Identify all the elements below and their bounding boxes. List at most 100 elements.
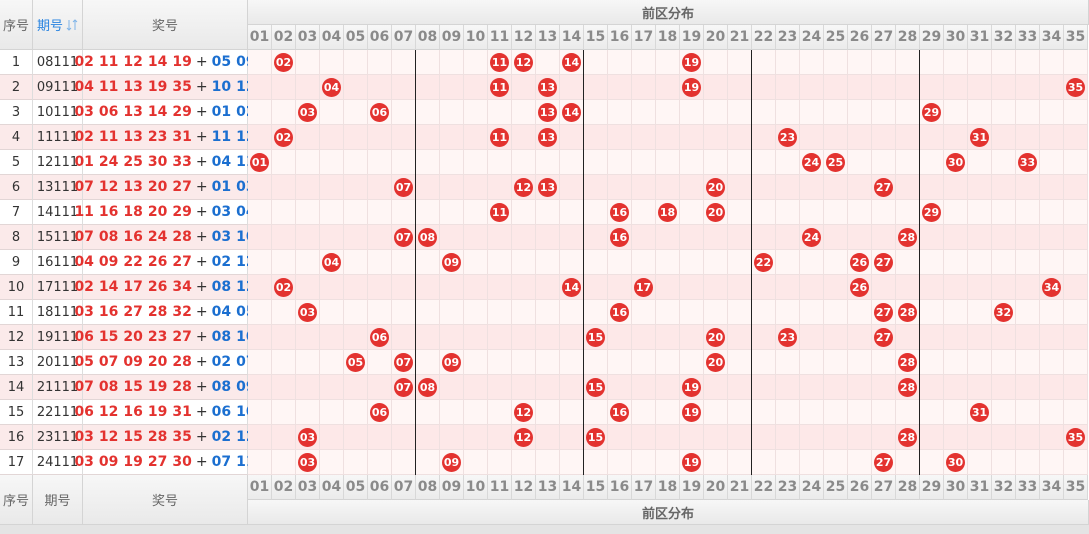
front-number: 16 <box>98 204 119 220</box>
grid-cell <box>848 75 872 100</box>
grid-cell <box>440 50 464 75</box>
grid-cell <box>488 325 512 350</box>
grid-cell <box>632 350 656 375</box>
column-number: 10 <box>464 475 488 500</box>
front-number: 17 <box>123 279 143 295</box>
front-number: 14 <box>147 104 168 120</box>
grid-cell <box>704 250 728 275</box>
grid-cell <box>1016 200 1040 225</box>
grid-cell <box>992 325 1016 350</box>
grid-cell <box>872 150 896 175</box>
grid-cell <box>968 50 992 75</box>
front-number: 02 <box>74 54 94 70</box>
grid-cell <box>488 400 512 425</box>
draw-numbers: 06 12 16 19 31 +06 10 <box>74 400 256 425</box>
grid-cell <box>344 225 368 250</box>
grid-cell <box>320 175 344 200</box>
header-cell: 奖号 <box>83 475 248 525</box>
sort-icon[interactable] <box>66 18 78 31</box>
grid-cell <box>536 50 560 75</box>
header-label: 奖号 <box>151 494 178 509</box>
grid-cell <box>368 350 392 375</box>
grid-cell <box>776 50 800 75</box>
scrollbar[interactable] <box>0 525 1089 534</box>
grid-cell <box>1016 325 1040 350</box>
header-cell: 序号 <box>0 475 33 525</box>
ball: 05 <box>346 353 365 372</box>
row-index: 16 <box>0 425 33 450</box>
front-number: 27 <box>123 304 143 320</box>
grid-cell <box>392 250 416 275</box>
column-number: 18 <box>656 475 680 500</box>
grid-cell <box>632 150 656 175</box>
grid-cell <box>752 300 776 325</box>
column-number: 22 <box>752 25 776 50</box>
grid-cell <box>440 225 464 250</box>
grid-cell <box>320 225 344 250</box>
ball: 15 <box>586 378 605 397</box>
grid-cell <box>944 125 968 150</box>
ball: 27 <box>874 328 893 347</box>
grid-cell <box>1040 450 1064 475</box>
ball: 30 <box>946 453 965 472</box>
zone-separator <box>919 50 920 475</box>
grid-cell <box>272 250 296 275</box>
grid-cell <box>440 100 464 125</box>
grid-cell <box>968 150 992 175</box>
plus: + <box>195 104 208 120</box>
grid-cell <box>848 400 872 425</box>
column-number: 12 <box>512 25 536 50</box>
grid-cell <box>656 50 680 75</box>
ball: 27 <box>874 303 893 322</box>
column-number: 02 <box>272 475 296 500</box>
grid-cell <box>872 75 896 100</box>
draw-numbers: 03 06 13 14 29 +01 02 <box>74 100 256 125</box>
grid-cell <box>560 150 584 175</box>
front-number: 24 <box>147 229 168 245</box>
draw-numbers: 11 16 18 20 29 +03 04 <box>74 200 256 225</box>
front-number: 06 <box>74 404 94 420</box>
grid-cell <box>416 150 440 175</box>
grid-cell <box>1064 50 1088 75</box>
front-number: 33 <box>172 154 192 170</box>
front-number: 12 <box>98 429 119 445</box>
grid-cell <box>752 450 776 475</box>
draw-numbers: 03 12 15 28 35 +02 12 <box>74 425 256 450</box>
grid-cell <box>392 75 416 100</box>
grid-cell <box>416 200 440 225</box>
front-number: 23 <box>147 129 168 145</box>
grid-cell <box>560 200 584 225</box>
grid-cell <box>632 250 656 275</box>
grid-cell <box>752 425 776 450</box>
grid-cell <box>248 75 272 100</box>
grid-cell <box>608 150 632 175</box>
grid-cell <box>416 125 440 150</box>
grid-cell <box>512 125 536 150</box>
grid-cell <box>392 200 416 225</box>
grid-cell <box>416 450 440 475</box>
ball: 31 <box>970 403 989 422</box>
draw-numbers: 01 24 25 30 33 +04 11 <box>74 150 256 175</box>
grid-cell <box>1016 125 1040 150</box>
grid-cell <box>872 200 896 225</box>
grid-cell <box>920 325 944 350</box>
grid-cell <box>800 200 824 225</box>
column-number: 18 <box>656 25 680 50</box>
header-cell[interactable]: 期号 <box>33 0 83 50</box>
front-number: 19 <box>147 379 168 395</box>
front-number: 28 <box>147 304 168 320</box>
grid-cell <box>656 450 680 475</box>
grid-cell <box>1040 250 1064 275</box>
grid-cell <box>512 350 536 375</box>
grid-cell <box>848 325 872 350</box>
grid-cell <box>1064 150 1088 175</box>
grid-cell <box>896 175 920 200</box>
grid-cell <box>488 150 512 175</box>
front-number: 04 <box>74 79 94 95</box>
grid-cell <box>1064 275 1088 300</box>
grid-cell <box>1064 375 1088 400</box>
grid-cell <box>464 150 488 175</box>
grid-cell <box>320 350 344 375</box>
ball: 24 <box>802 153 821 172</box>
row-index: 5 <box>0 150 33 175</box>
